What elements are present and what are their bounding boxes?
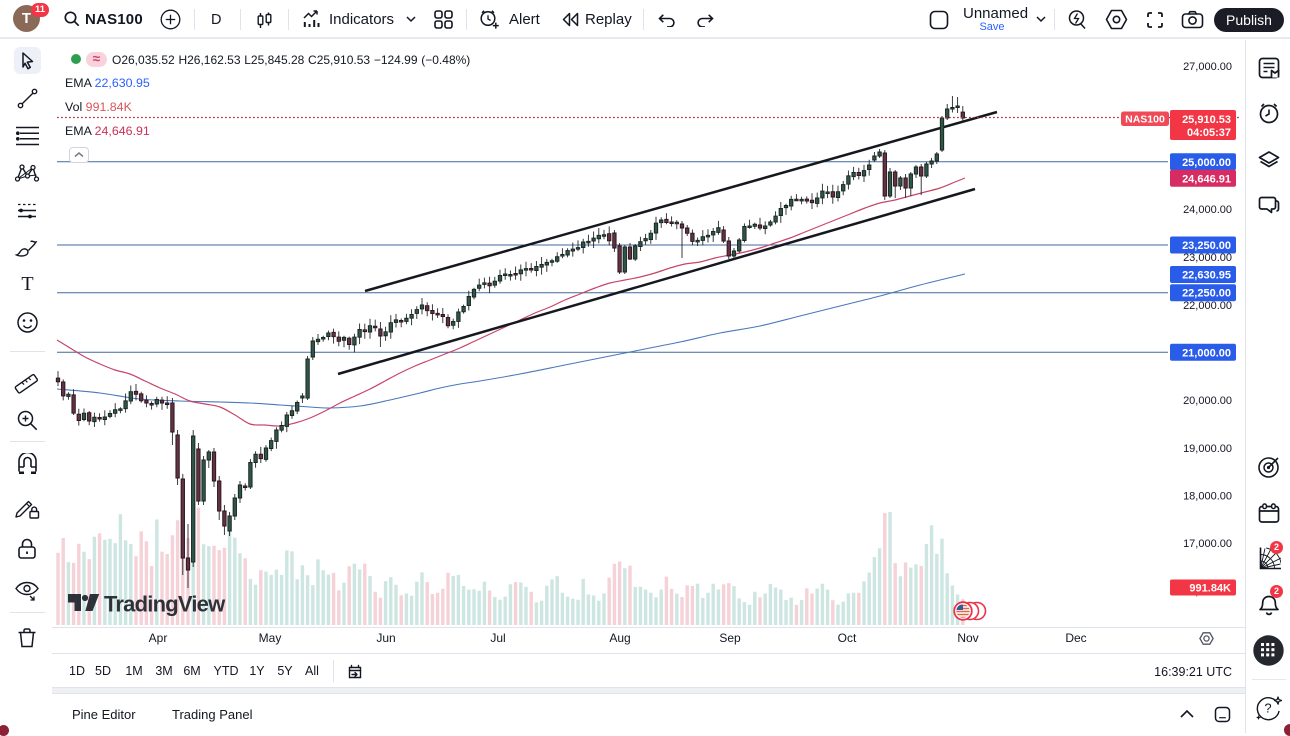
svg-text:22,000.00: 22,000.00 <box>1183 300 1232 312</box>
svg-text:22,250.00: 22,250.00 <box>1182 288 1231 300</box>
svg-text:24,000.00: 24,000.00 <box>1183 204 1232 216</box>
svg-text:20,000.00: 20,000.00 <box>1183 395 1232 407</box>
svg-text:17,000.00: 17,000.00 <box>1183 538 1232 550</box>
svg-text:21,000.00: 21,000.00 <box>1182 347 1231 359</box>
svg-text:04:05:37: 04:05:37 <box>1187 127 1231 139</box>
svg-text:25,000.00: 25,000.00 <box>1182 157 1231 169</box>
svg-text:?: ? <box>1264 701 1271 716</box>
svg-text:24,646.91: 24,646.91 <box>1182 173 1231 185</box>
svg-text:991.84K: 991.84K <box>1189 583 1231 595</box>
svg-text:25,910.53: 25,910.53 <box>1182 114 1231 126</box>
svg-text:23,250.00: 23,250.00 <box>1182 240 1231 252</box>
svg-text:27,000.00: 27,000.00 <box>1183 61 1232 73</box>
svg-text:23,000.00: 23,000.00 <box>1183 252 1232 264</box>
svg-text:22,630.95: 22,630.95 <box>1182 270 1231 282</box>
svg-text:TradingView: TradingView <box>104 592 226 617</box>
svg-text:18,000.00: 18,000.00 <box>1183 491 1232 503</box>
svg-text:19,000.00: 19,000.00 <box>1183 443 1232 455</box>
svg-text:NAS100: NAS100 <box>1125 114 1165 126</box>
